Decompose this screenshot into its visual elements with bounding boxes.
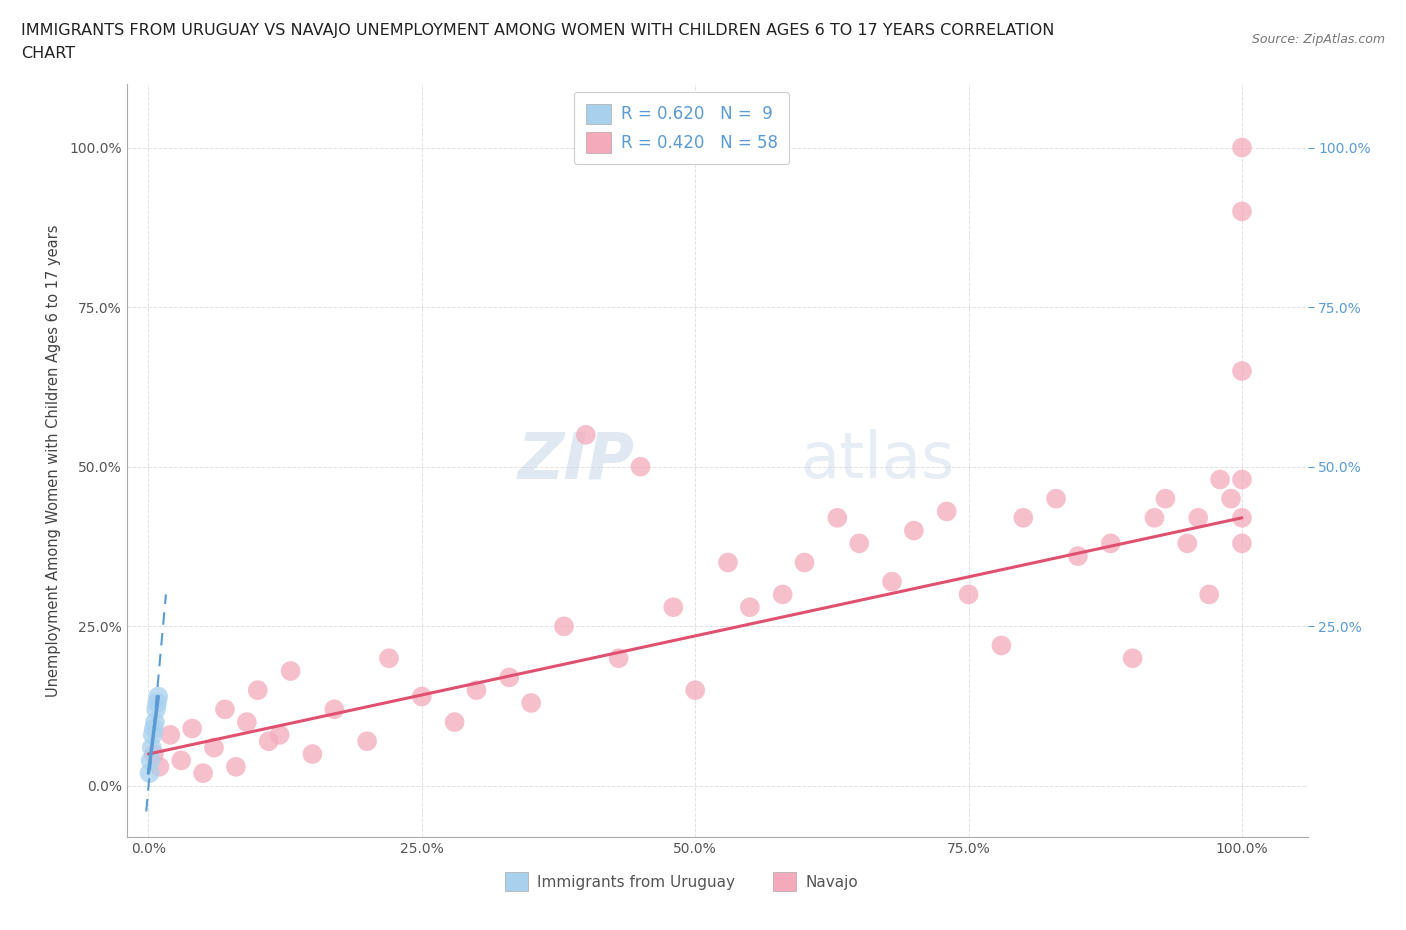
Point [138, 765, 160, 780]
Point [378, 651, 401, 666]
Point [793, 555, 815, 570]
Point [280, 664, 302, 679]
Point [1220, 491, 1243, 506]
Point [159, 727, 181, 742]
Text: IMMIGRANTS FROM URUGUAY VS NAVAJO UNEMPLOYMENT AMONG WOMEN WITH CHILDREN AGES 6 : IMMIGRANTS FROM URUGUAY VS NAVAJO UNEMPL… [21, 23, 1054, 38]
Point [827, 511, 849, 525]
Point [935, 504, 957, 519]
Point [170, 753, 193, 768]
Point [957, 587, 980, 602]
Point [575, 428, 598, 443]
Point [301, 747, 323, 762]
Point [146, 696, 169, 711]
Point [553, 618, 575, 633]
Point [269, 727, 291, 742]
Point [143, 714, 166, 729]
Point [145, 702, 167, 717]
Point [181, 721, 204, 736]
Point [1175, 536, 1198, 551]
Point [202, 740, 225, 755]
Point [1230, 472, 1253, 487]
Point [142, 721, 165, 736]
Point [443, 714, 465, 729]
Point [1230, 536, 1253, 551]
Point [738, 600, 761, 615]
Point [1012, 511, 1035, 525]
Point [683, 683, 706, 698]
Point [356, 734, 378, 749]
Text: ZIP: ZIP [517, 430, 634, 491]
Point [142, 747, 165, 762]
Point [1198, 587, 1220, 602]
Point [990, 638, 1012, 653]
Point [772, 587, 794, 602]
Point [1230, 140, 1253, 155]
Point [225, 759, 247, 774]
Point [214, 702, 236, 717]
Point [1187, 511, 1209, 525]
Point [1045, 491, 1067, 506]
Point [257, 734, 280, 749]
Point [717, 555, 740, 570]
Point [323, 702, 346, 717]
Point [1230, 511, 1253, 525]
Text: CHART: CHART [21, 46, 75, 61]
Point [1230, 204, 1253, 219]
Text: Source: ZipAtlas.com: Source: ZipAtlas.com [1251, 33, 1385, 46]
Point [1209, 472, 1232, 487]
Point [903, 524, 925, 538]
Text: atlas: atlas [800, 430, 955, 491]
Point [630, 459, 652, 474]
Point [191, 765, 214, 780]
Point [139, 753, 162, 768]
Point [148, 689, 170, 704]
Point [411, 689, 433, 704]
Legend: Immigrants from Uruguay, Navajo: Immigrants from Uruguay, Navajo [499, 867, 865, 897]
Point [1154, 491, 1177, 506]
Y-axis label: Unemployment Among Women with Children Ages 6 to 17 years: Unemployment Among Women with Children A… [46, 224, 60, 697]
Point [142, 727, 165, 742]
Point [880, 574, 903, 589]
Point [1143, 511, 1166, 525]
Point [141, 740, 163, 755]
Point [465, 683, 488, 698]
Point [1099, 536, 1122, 551]
Point [498, 670, 520, 684]
Point [520, 696, 543, 711]
Point [607, 651, 630, 666]
Point [1122, 651, 1144, 666]
Point [848, 536, 870, 551]
Point [236, 714, 259, 729]
Point [148, 759, 170, 774]
Point [1067, 549, 1090, 564]
Point [246, 683, 269, 698]
Point [662, 600, 685, 615]
Point [1230, 364, 1253, 379]
